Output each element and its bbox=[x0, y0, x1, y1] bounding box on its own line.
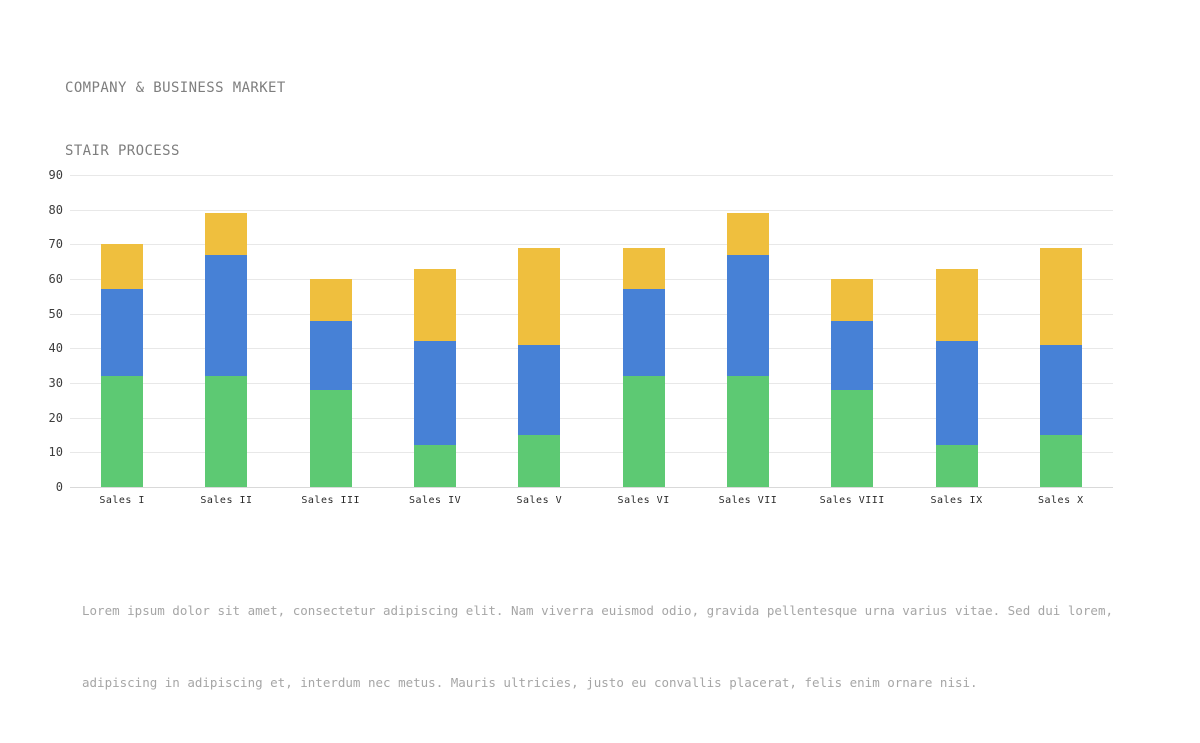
middle-blue-segment bbox=[622, 289, 665, 377]
y-tick-label-50: 50 bbox=[48, 306, 63, 321]
bottom-green-segment bbox=[101, 376, 144, 487]
bar-slot-4 bbox=[383, 175, 487, 487]
gridline-40 bbox=[70, 348, 1113, 350]
stacked-bar-sales-vii bbox=[726, 213, 769, 487]
bottom-green-segment bbox=[309, 389, 352, 487]
gridline-50 bbox=[70, 313, 1113, 315]
bottom-green-segment bbox=[414, 445, 457, 487]
bar-slot-10 bbox=[1009, 175, 1113, 487]
stacked-bar-sales-iv bbox=[414, 268, 457, 487]
x-axis-label-1: Sales I bbox=[99, 495, 145, 506]
y-axis-labels: 0 10 20 30 40 50 60 70 80 90 bbox=[0, 168, 63, 494]
x-axis-label-5: Sales V bbox=[516, 495, 563, 506]
top-yellow-segment bbox=[205, 213, 248, 255]
top-yellow-segment bbox=[309, 279, 352, 321]
stacked-bar-sales-i bbox=[101, 244, 144, 487]
bar-slot-3 bbox=[279, 175, 383, 487]
stacked-bar-sales-iii bbox=[309, 279, 352, 487]
x-axis-label-3: Sales III bbox=[301, 495, 361, 506]
bar-slot-6 bbox=[591, 175, 695, 487]
y-tick-label-10: 10 bbox=[48, 445, 63, 460]
bar-slot-7 bbox=[696, 175, 800, 487]
bottom-green-segment bbox=[518, 435, 561, 487]
x-axis-labels: Sales I Sales II Sales III Sales IV Sales V S… bbox=[70, 495, 1113, 506]
middle-blue-segment bbox=[935, 341, 978, 446]
middle-blue-segment bbox=[518, 344, 561, 435]
stacked-bar-sales-viii bbox=[831, 279, 874, 487]
gridline-80 bbox=[70, 209, 1113, 211]
bottom-green-segment bbox=[831, 389, 874, 487]
stacked-bar-sales-ii bbox=[205, 213, 248, 487]
middle-blue-segment bbox=[101, 289, 144, 377]
description-line1: Lorem ipsum dolor sit amet, consectetur … bbox=[82, 603, 1114, 618]
page-title: COMPANY & BUSINESS MARKET STAIR PROCESS bbox=[65, 36, 286, 204]
x-axis-label-4: Sales IV bbox=[408, 495, 462, 506]
x-axis-label-8: Sales VIII bbox=[819, 495, 885, 506]
middle-blue-segment bbox=[1039, 344, 1082, 435]
middle-blue-segment bbox=[205, 254, 248, 377]
x-axis-label-6: Sales VI bbox=[617, 495, 670, 506]
top-yellow-segment bbox=[518, 247, 561, 345]
gridline-0 bbox=[70, 487, 1113, 488]
stacked-bar-sales-vi bbox=[622, 247, 665, 487]
top-yellow-segment bbox=[101, 244, 144, 290]
middle-blue-segment bbox=[831, 320, 874, 390]
gridline-20 bbox=[70, 417, 1113, 419]
bottom-green-segment bbox=[935, 445, 978, 487]
x-axis-label-9: Sales IX bbox=[930, 495, 983, 506]
slide: COMPANY & BUSINESS MARKET STAIR PROCESS … bbox=[0, 36, 1114, 690]
x-axis-label-7: Sales VII bbox=[718, 495, 778, 506]
bottom-green-segment bbox=[726, 376, 769, 487]
y-tick-label-20: 20 bbox=[48, 410, 63, 425]
stacked-bar-sales-x bbox=[1039, 247, 1082, 487]
middle-blue-segment bbox=[309, 320, 352, 390]
y-tick-label-0: 0 bbox=[55, 480, 63, 494]
x-axis-label-10: Sales X bbox=[1037, 495, 1084, 506]
bar-slot-8 bbox=[800, 175, 904, 487]
y-tick-label-80: 80 bbox=[48, 202, 63, 217]
middle-blue-segment bbox=[726, 254, 769, 377]
y-tick-label-30: 30 bbox=[48, 376, 63, 390]
description-paragraph: Lorem ipsum dolor sit amet, consectetur … bbox=[82, 551, 1113, 743]
gridline-30 bbox=[70, 383, 1113, 384]
stacked-bar-chart bbox=[70, 175, 1113, 488]
bottom-green-segment bbox=[205, 376, 248, 487]
bar-slot-1 bbox=[70, 175, 174, 487]
page-title-line2: STAIR PROCESS bbox=[65, 143, 180, 159]
bar-slot-2 bbox=[174, 175, 278, 487]
gridline-70 bbox=[70, 244, 1113, 246]
top-yellow-segment bbox=[414, 268, 457, 342]
x-axis-label-2: Sales II bbox=[200, 495, 253, 506]
y-tick-label-70: 70 bbox=[48, 237, 63, 252]
gridline-10 bbox=[70, 452, 1113, 454]
top-yellow-segment bbox=[831, 279, 874, 321]
bar-slot-5 bbox=[487, 175, 591, 487]
bottom-green-segment bbox=[622, 376, 665, 487]
y-tick-label-60: 60 bbox=[48, 272, 63, 286]
gridline-60 bbox=[70, 279, 1113, 280]
top-yellow-segment bbox=[726, 213, 769, 255]
middle-blue-segment bbox=[414, 341, 457, 446]
page-title-line1: COMPANY & BUSINESS MARKET bbox=[65, 80, 286, 96]
stacked-bar-sales-ix bbox=[935, 268, 978, 487]
top-yellow-segment bbox=[622, 247, 665, 290]
bottom-green-segment bbox=[1039, 435, 1082, 487]
bars bbox=[70, 175, 1113, 487]
y-tick-label-40: 40 bbox=[48, 341, 63, 356]
bar-slot-9 bbox=[904, 175, 1008, 487]
stacked-bar-sales-v bbox=[518, 247, 561, 487]
top-yellow-segment bbox=[935, 268, 978, 342]
top-yellow-segment bbox=[1039, 247, 1082, 345]
y-tick-label-90: 90 bbox=[48, 168, 63, 182]
gridline-90 bbox=[70, 175, 1113, 176]
